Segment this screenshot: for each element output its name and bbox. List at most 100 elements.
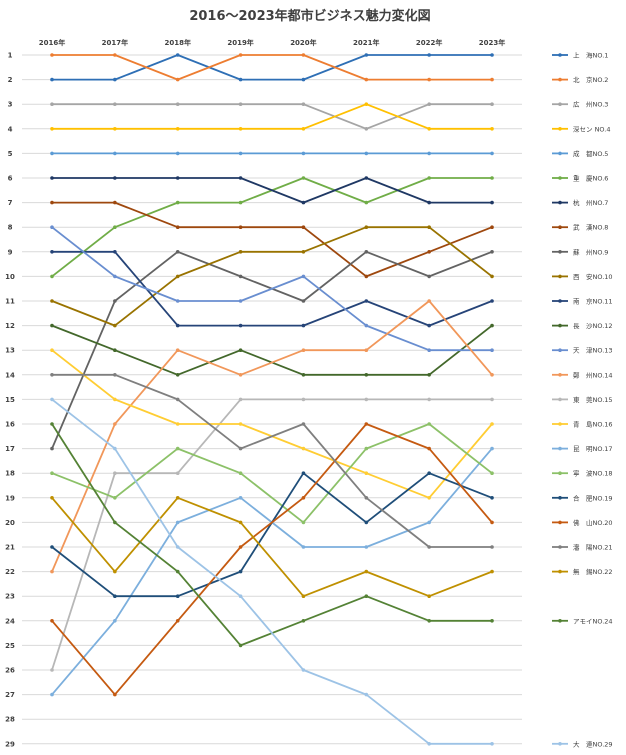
data-point xyxy=(427,496,431,500)
data-point xyxy=(301,299,306,303)
y-tick-label: 17 xyxy=(5,445,15,453)
legend-item: 北 京NO.2 xyxy=(552,75,608,84)
data-point xyxy=(238,643,243,648)
legend-label: 無 錫NO.22 xyxy=(573,567,613,576)
legend-swatch-marker xyxy=(558,77,562,82)
legend-label: 青 島NO.16 xyxy=(573,420,613,429)
data-point xyxy=(50,323,54,328)
legend-label: 佛 山NO.20 xyxy=(573,518,613,527)
series-lines xyxy=(50,53,494,746)
data-point xyxy=(113,692,117,697)
series-line xyxy=(51,423,493,696)
data-point xyxy=(113,225,117,229)
data-point xyxy=(490,520,494,525)
series-line xyxy=(51,398,492,671)
y-tick-label: 3 xyxy=(8,101,13,109)
data-point xyxy=(50,496,54,500)
data-point xyxy=(364,225,369,229)
data-point xyxy=(50,127,54,131)
data-point xyxy=(301,496,306,500)
data-point xyxy=(490,274,494,279)
data-point xyxy=(490,471,494,476)
data-point xyxy=(364,422,369,426)
y-tick-label: 5 xyxy=(8,150,13,158)
data-point xyxy=(50,151,54,156)
legend-swatch-marker xyxy=(558,422,562,426)
y-tick-label: 26 xyxy=(5,667,15,675)
data-point xyxy=(364,569,369,574)
series-line xyxy=(52,103,492,130)
legend-swatch-marker xyxy=(558,446,562,451)
y-axis-ticks: 1234567891011121314151617181920212223242… xyxy=(5,52,15,749)
legend-swatch-marker xyxy=(558,569,562,574)
data-point xyxy=(113,446,117,451)
legend-swatch-marker xyxy=(558,299,562,303)
series-line xyxy=(51,423,493,524)
data-point xyxy=(364,496,369,500)
y-tick-label: 25 xyxy=(5,642,15,650)
data-point xyxy=(175,250,180,254)
data-point xyxy=(238,594,243,598)
data-point xyxy=(490,53,494,57)
series-line xyxy=(51,226,492,352)
legend-item: 青 島NO.16 xyxy=(552,420,613,429)
y-tick-label: 21 xyxy=(5,544,15,552)
data-point xyxy=(50,225,54,229)
data-point xyxy=(175,422,180,426)
data-point xyxy=(238,151,243,156)
series-line xyxy=(51,423,492,647)
data-point xyxy=(50,348,54,353)
data-point xyxy=(113,619,117,623)
data-point xyxy=(364,151,369,156)
data-point xyxy=(364,200,369,205)
data-point xyxy=(175,446,180,451)
data-point xyxy=(490,397,494,402)
y-tick-label: 24 xyxy=(5,617,15,625)
legend-label: 成 都NO.5 xyxy=(573,149,608,158)
data-point xyxy=(427,323,431,328)
y-tick-label: 22 xyxy=(5,568,15,576)
data-point xyxy=(113,520,117,525)
legend-label: 東 莞NO.15 xyxy=(573,395,613,404)
x-tick-label: 2023年 xyxy=(479,38,505,47)
data-point xyxy=(301,373,306,377)
data-point xyxy=(50,446,54,451)
data-point xyxy=(50,299,54,303)
data-point xyxy=(364,176,369,180)
legend-swatch-marker xyxy=(558,496,562,500)
data-point xyxy=(364,77,369,82)
legend-item: 南 京NO.11 xyxy=(552,297,613,306)
data-point xyxy=(113,274,117,279)
data-point xyxy=(301,250,306,254)
data-point xyxy=(50,274,54,279)
data-point xyxy=(427,77,431,82)
data-point xyxy=(427,742,431,746)
legend-swatch-marker xyxy=(558,742,562,746)
series-line xyxy=(51,300,493,572)
data-point xyxy=(301,422,306,426)
data-point xyxy=(427,200,431,205)
data-point xyxy=(490,323,494,328)
series-line xyxy=(52,54,492,81)
data-point xyxy=(175,397,180,402)
data-point xyxy=(238,422,243,426)
legend-label: 瀋 陽NO.21 xyxy=(573,543,613,552)
y-tick-label: 12 xyxy=(5,322,15,330)
legend-item: 無 錫NO.22 xyxy=(552,567,613,576)
data-point xyxy=(427,102,431,106)
data-point xyxy=(50,53,54,57)
data-point xyxy=(364,323,369,328)
legend-label: 鄭 州NO.14 xyxy=(573,370,613,379)
y-tick-label: 13 xyxy=(5,347,15,355)
legend-label: 西 安NO.10 xyxy=(573,272,613,281)
x-tick-label: 2017年 xyxy=(102,38,128,47)
data-point xyxy=(490,151,494,156)
y-tick-label: 29 xyxy=(5,740,15,748)
legend-item: 鄭 州NO.14 xyxy=(552,370,613,379)
data-point xyxy=(175,53,180,57)
data-point xyxy=(175,594,180,598)
legend-item: 昆 明NO.17 xyxy=(552,445,613,453)
x-tick-label: 2019年 xyxy=(227,38,253,47)
legend-swatch-marker xyxy=(558,151,562,156)
legend-label: 広 州NO.3 xyxy=(573,100,608,109)
